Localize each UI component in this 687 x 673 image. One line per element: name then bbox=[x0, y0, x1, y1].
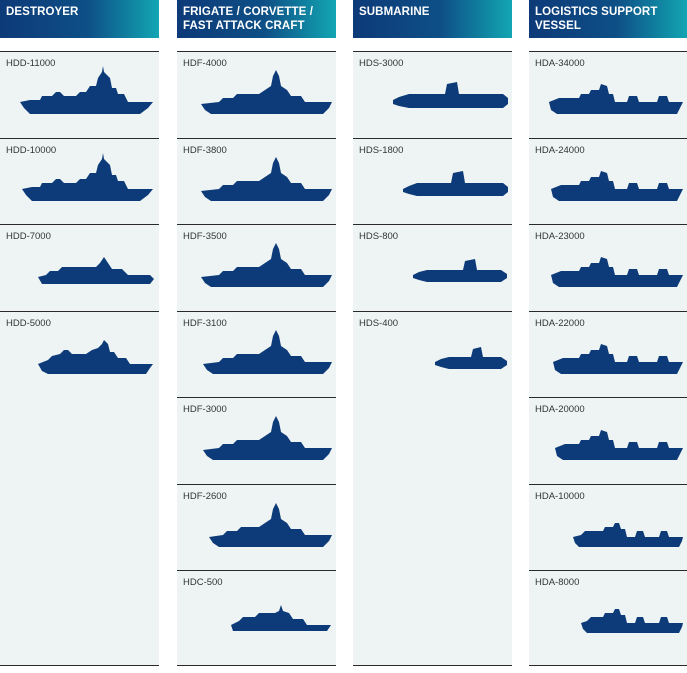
ship-model-label: HDA-34000 bbox=[535, 58, 585, 69]
ship-model-label: HDF-3100 bbox=[183, 317, 227, 329]
ship-model-label: HDA-23000 bbox=[535, 231, 585, 242]
ship-card[interactable]: HDA-10000 bbox=[529, 485, 687, 571]
ship-card[interactable]: HDS-400 bbox=[353, 312, 512, 399]
destroyer-icon bbox=[38, 339, 153, 374]
ship-card[interactable]: HDA-34000 bbox=[529, 52, 687, 139]
ship-model-label: HDC-500 bbox=[183, 577, 223, 588]
frigate-icon bbox=[201, 156, 332, 201]
ship-model-label: HDF-2600 bbox=[183, 490, 227, 502]
column-destroyer: DESTROYER HDD-11000 HDD-10000 HDD-7000 bbox=[0, 0, 159, 666]
ship-card[interactable]: HDF-3800 bbox=[177, 139, 336, 225]
ship-model-label: HDS-800 bbox=[359, 231, 399, 242]
column-header: FRIGATE / CORVETTE / FAST ATTACK CRAFT bbox=[177, 0, 336, 38]
ship-card[interactable]: HDA-22000 bbox=[529, 312, 687, 398]
ship-card[interactable]: HDD-11000 bbox=[0, 52, 159, 139]
ship-card[interactable]: HDF-4000 bbox=[177, 52, 336, 139]
column-body: HDA-34000 HDA-24000 HDA-23000 HDA-22000 bbox=[529, 51, 687, 666]
frigate-icon bbox=[209, 502, 332, 547]
frigate-icon bbox=[201, 70, 332, 114]
ship-card[interactable]: HDF-3000 bbox=[177, 398, 336, 485]
column-submarine: SUBMARINE HDS-3000 HDS-1800 HDS-800 bbox=[353, 0, 512, 666]
destroyer-icon bbox=[20, 66, 153, 114]
submarine-icon bbox=[435, 346, 507, 369]
column-frigate: FRIGATE / CORVETTE / FAST ATTACK CRAFT H… bbox=[177, 0, 336, 666]
ship-card[interactable]: HDC-500 bbox=[177, 571, 336, 658]
logistics-vessel-icon bbox=[581, 609, 683, 633]
ship-card[interactable]: HDD-7000 bbox=[0, 225, 159, 312]
logistics-vessel-icon bbox=[573, 522, 683, 547]
ship-model-label: HDA-20000 bbox=[535, 404, 585, 415]
ship-card[interactable]: HDA-8000 bbox=[529, 571, 687, 658]
logistics-vessel-icon bbox=[555, 430, 683, 460]
logistics-vessel-icon bbox=[551, 170, 683, 201]
stealth-destroyer-icon bbox=[38, 257, 154, 284]
destroyer-icon bbox=[22, 152, 153, 201]
submarine-icon bbox=[413, 259, 507, 282]
ship-model-label: HDD-11000 bbox=[6, 58, 56, 69]
submarine-icon bbox=[393, 82, 508, 108]
ship-model-label: HDF-4000 bbox=[183, 58, 227, 69]
ship-card[interactable]: HDF-3100 bbox=[177, 312, 336, 398]
logistics-vessel-icon bbox=[549, 84, 683, 114]
ship-card[interactable]: HDD-10000 bbox=[0, 139, 159, 225]
column-body: HDS-3000 HDS-1800 HDS-800 HDS-400 bbox=[353, 51, 512, 666]
ship-card[interactable]: HDF-2600 bbox=[177, 485, 336, 571]
ship-model-label: HDA-8000 bbox=[535, 577, 580, 588]
ship-model-label: HDF-3800 bbox=[183, 144, 227, 156]
frigate-icon bbox=[203, 329, 332, 374]
ship-card[interactable]: HDA-20000 bbox=[529, 398, 687, 485]
ship-card[interactable]: HDD-5000 bbox=[0, 312, 159, 399]
ship-card[interactable]: HDS-1800 bbox=[353, 139, 512, 225]
ship-card[interactable]: HDA-24000 bbox=[529, 139, 687, 225]
ship-model-label: HDS-3000 bbox=[359, 58, 404, 69]
ship-model-label: HDD-7000 bbox=[6, 231, 51, 242]
column-header: DESTROYER bbox=[0, 0, 159, 38]
ship-model-label: HDA-10000 bbox=[535, 490, 585, 502]
ship-model-label: HDA-22000 bbox=[535, 317, 585, 329]
logistics-vessel-icon bbox=[551, 257, 683, 287]
submarine-icon bbox=[403, 170, 508, 196]
patrol-craft-icon bbox=[231, 605, 331, 631]
column-header: SUBMARINE bbox=[353, 0, 512, 38]
ship-model-label: HDS-400 bbox=[359, 317, 399, 329]
ship-model-label: HDF-3500 bbox=[183, 231, 227, 242]
ship-model-label: HDA-24000 bbox=[535, 144, 585, 156]
frigate-icon bbox=[201, 243, 332, 287]
ship-model-label: HDD-5000 bbox=[6, 317, 51, 329]
ship-model-label: HDD-10000 bbox=[6, 144, 57, 156]
column-body: HDF-4000 HDF-3800 HDF-3500 HDF-3100 bbox=[177, 51, 336, 666]
ship-model-label: HDS-1800 bbox=[359, 144, 404, 156]
column-header: LOGISTICS SUPPORT VESSEL bbox=[529, 0, 687, 38]
ship-model-label: HDF-3000 bbox=[183, 404, 227, 415]
frigate-icon bbox=[203, 416, 332, 460]
column-logistics: LOGISTICS SUPPORT VESSEL HDA-34000 HDA-2… bbox=[529, 0, 687, 666]
logistics-vessel-icon bbox=[553, 343, 683, 374]
ship-card[interactable]: HDA-23000 bbox=[529, 225, 687, 312]
ship-card[interactable]: HDF-3500 bbox=[177, 225, 336, 312]
ship-card[interactable]: HDS-800 bbox=[353, 225, 512, 312]
ship-card[interactable]: HDS-3000 bbox=[353, 52, 512, 139]
column-body: HDD-11000 HDD-10000 HDD-7000 HDD-5000 bbox=[0, 51, 159, 666]
